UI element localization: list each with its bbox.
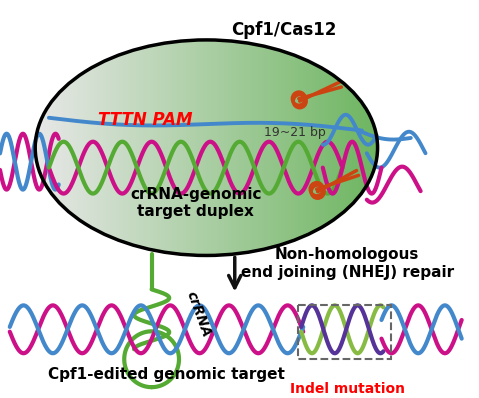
Text: Cpf1-edited genomic target: Cpf1-edited genomic target (48, 367, 285, 382)
Text: target duplex: target duplex (137, 204, 254, 219)
Text: Non-homologous: Non-homologous (275, 247, 420, 262)
Text: TTTN PAM: TTTN PAM (98, 111, 192, 129)
Text: 19~21 bp: 19~21 bp (264, 126, 326, 139)
Text: Cpf1/Cas12: Cpf1/Cas12 (231, 21, 336, 39)
Text: Indel mutation: Indel mutation (290, 382, 405, 396)
Text: crRNA-genomic: crRNA-genomic (130, 187, 262, 202)
Bar (298, 305, 391, 359)
Text: end joining (NHEJ) repair: end joining (NHEJ) repair (240, 265, 454, 280)
Text: crRNA: crRNA (184, 289, 214, 339)
